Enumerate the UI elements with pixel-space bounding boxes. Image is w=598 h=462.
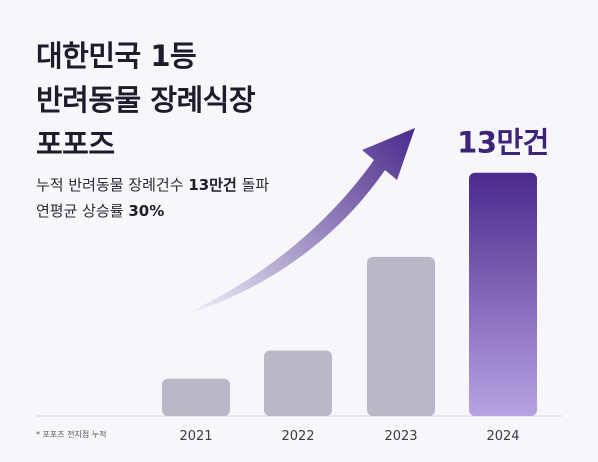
- subtitle-text: 돌파: [236, 176, 270, 194]
- subtitle-line-2: 연평균 상승률 30%: [36, 198, 269, 224]
- x-tick-label: 2024: [486, 429, 519, 444]
- x-tick-label: 2022: [281, 429, 314, 444]
- bar-2021: [162, 378, 230, 416]
- x-tick-label: 2023: [384, 429, 417, 444]
- x-tick-label: 2021: [179, 429, 212, 444]
- trend-arrow: [180, 128, 415, 316]
- subtitle-text: 누적 반려동물 장례건수: [36, 176, 189, 194]
- bar-2023: [367, 256, 435, 416]
- headline-line-2: 반려동물 장례식장: [36, 83, 256, 117]
- footnote: * 포포즈 전지점 누적: [36, 430, 107, 439]
- subtitle: 누적 반려동물 장례건수 13만건 돌파 연평균 상승률 30%: [36, 172, 269, 224]
- highlight-bar-label: 13만건: [457, 126, 549, 160]
- subtitle-text: 연평균 상승률: [36, 202, 129, 220]
- subtitle-highlight-count: 13만건: [188, 176, 237, 194]
- bar-2022: [264, 350, 332, 416]
- bar-2024: [469, 172, 537, 416]
- subtitle-line-1: 누적 반려동물 장례건수 13만건 돌파: [36, 172, 269, 198]
- headline-line-3: 포포즈: [36, 127, 115, 161]
- subtitle-highlight-rate: 30%: [128, 202, 165, 220]
- headline-line-1: 대한민국 1등: [36, 39, 197, 73]
- headline: 대한민국 1등 반려동물 장례식장 포포즈: [36, 34, 256, 166]
